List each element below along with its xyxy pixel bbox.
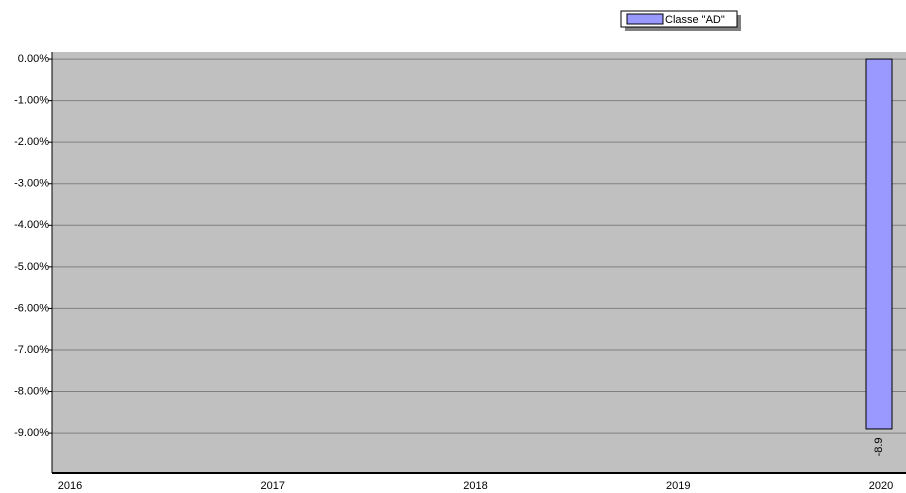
y-tick-label: -6.00% xyxy=(14,302,49,314)
x-tick-label: 2018 xyxy=(463,480,487,492)
y-tick-label: 0.00% xyxy=(18,53,49,65)
x-tick-label: 2020 xyxy=(869,480,893,492)
y-tick-label: -5.00% xyxy=(14,261,49,273)
y-tick-label: -4.00% xyxy=(14,219,49,231)
data-label: -8.9 xyxy=(873,437,885,456)
legend-label: Classe "AD" xyxy=(665,14,725,26)
legend-swatch xyxy=(626,13,664,25)
bar xyxy=(865,58,893,430)
y-tick-label: -3.00% xyxy=(14,178,49,190)
x-tick-label: 2019 xyxy=(666,480,690,492)
y-tick-label: -1.00% xyxy=(14,95,49,107)
y-tick-label: -7.00% xyxy=(14,344,49,356)
y-tick-label: -2.00% xyxy=(14,136,49,148)
x-tick-label: 2017 xyxy=(261,480,285,492)
y-tick-label: -9.00% xyxy=(14,427,49,439)
x-tick-label: 2016 xyxy=(58,480,82,492)
y-tick-label: -8.00% xyxy=(14,385,49,397)
plot-area xyxy=(52,52,906,473)
